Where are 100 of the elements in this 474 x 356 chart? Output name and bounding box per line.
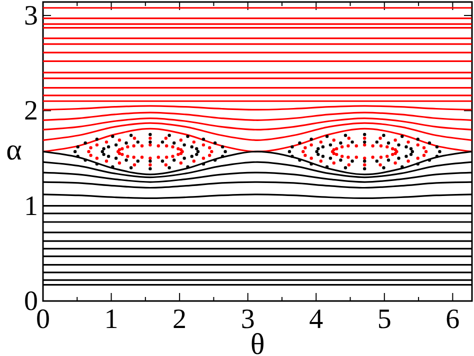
point: [111, 165, 114, 168]
point: [354, 156, 358, 159]
point: [179, 161, 183, 165]
point: [362, 140, 366, 144]
point: [95, 162, 99, 166]
point: [160, 140, 164, 144]
point: [404, 154, 408, 158]
point: [298, 158, 302, 162]
point: [195, 152, 198, 156]
point: [76, 145, 80, 148]
point: [350, 159, 354, 163]
point: [350, 140, 354, 144]
point: [168, 166, 171, 170]
point: [332, 138, 336, 142]
point: [424, 150, 428, 154]
point: [346, 156, 350, 159]
point: [328, 156, 332, 160]
point: [202, 156, 206, 160]
point: [319, 140, 322, 144]
point: [371, 144, 374, 148]
point: [73, 150, 77, 154]
point: [104, 140, 108, 144]
x-tick-label: 4: [309, 304, 324, 335]
point: [382, 166, 386, 170]
point: [302, 150, 305, 154]
point: [310, 162, 313, 166]
point: [190, 145, 194, 148]
point: [362, 132, 366, 136]
point: [102, 152, 106, 156]
point: [409, 152, 413, 156]
point: [328, 143, 332, 147]
point: [76, 154, 80, 158]
point: [325, 165, 329, 168]
line-series: [43, 128, 472, 152]
point: [129, 166, 133, 170]
point: [106, 145, 110, 148]
point: [321, 145, 325, 148]
x-tick-label: 1: [104, 304, 118, 335]
point: [339, 141, 342, 145]
point: [406, 140, 410, 144]
point: [224, 150, 227, 154]
point: [347, 163, 350, 166]
point: [375, 159, 378, 163]
point: [416, 138, 420, 141]
point: [390, 152, 394, 156]
point: [347, 136, 350, 140]
point: [87, 150, 90, 154]
point: [416, 156, 420, 160]
point: [375, 140, 378, 144]
point: [390, 147, 394, 150]
point: [176, 147, 180, 150]
y-tick-label: 2: [24, 96, 38, 127]
point: [354, 144, 358, 148]
point: [172, 158, 176, 162]
point: [129, 134, 133, 137]
point: [160, 159, 164, 163]
point: [186, 134, 190, 138]
point: [140, 144, 144, 148]
point: [132, 156, 136, 159]
point: [148, 159, 152, 163]
point: [410, 150, 414, 154]
point: [346, 144, 350, 148]
point: [416, 143, 420, 147]
point: [310, 143, 313, 147]
point: [335, 152, 338, 156]
point: [386, 158, 390, 162]
point: [335, 147, 338, 150]
point: [290, 154, 294, 158]
point: [95, 143, 99, 147]
point: [114, 143, 118, 147]
point: [148, 143, 152, 147]
point: [400, 165, 404, 168]
point: [213, 141, 217, 145]
point: [196, 150, 200, 154]
point: [362, 163, 366, 166]
point: [148, 167, 152, 170]
point: [386, 154, 389, 158]
point: [332, 161, 336, 165]
point: [171, 145, 174, 148]
point: [114, 156, 118, 160]
point: [310, 156, 313, 160]
point: [106, 154, 110, 158]
point: [344, 166, 348, 170]
point: [140, 156, 144, 159]
point: [394, 138, 397, 142]
point: [186, 165, 190, 168]
point: [316, 152, 320, 156]
point: [394, 161, 397, 165]
point: [304, 154, 307, 157]
y-axis-title: α: [6, 134, 22, 166]
point: [148, 163, 152, 166]
point: [195, 147, 198, 150]
point: [325, 134, 329, 138]
point: [379, 156, 383, 159]
point: [132, 136, 136, 140]
point: [288, 150, 292, 154]
y-tick-label: 1: [24, 190, 38, 222]
point: [210, 150, 214, 154]
point: [315, 150, 318, 154]
point: [416, 162, 420, 166]
